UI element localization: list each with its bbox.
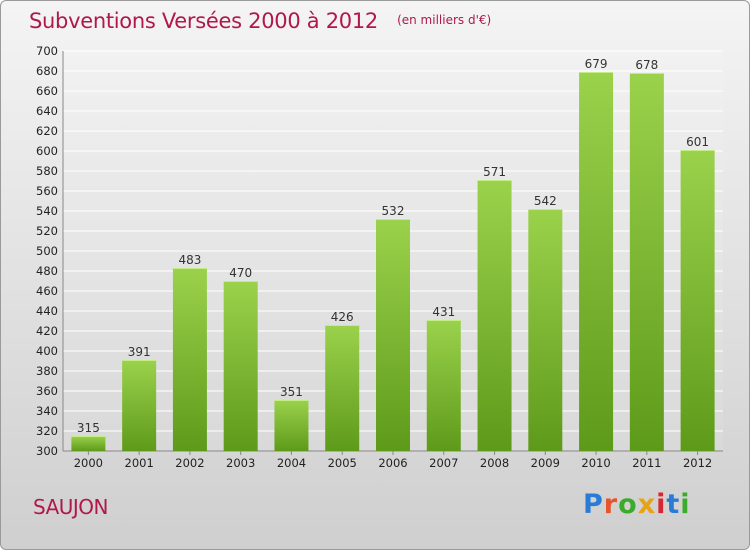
logo-letter: t <box>666 489 681 520</box>
y-tick-label: 460 <box>36 284 58 298</box>
y-tick-label: 440 <box>36 304 58 318</box>
y-tick-label: 380 <box>36 364 58 378</box>
bar <box>376 219 410 451</box>
y-tick-label: 660 <box>36 84 58 98</box>
data-label: 483 <box>178 253 201 267</box>
logo-letter: i <box>680 489 691 520</box>
logo-letter: i <box>656 489 667 520</box>
x-tick-label: 2009 <box>531 456 560 470</box>
data-label: 678 <box>635 58 658 72</box>
bar <box>579 72 614 451</box>
x-tick-label: 2002 <box>175 456 204 470</box>
data-label: 431 <box>432 305 455 319</box>
logo-letter: P <box>583 489 604 520</box>
data-label: 601 <box>686 135 709 149</box>
y-tick-label: 620 <box>36 124 58 138</box>
logo-letter: x <box>637 489 657 520</box>
y-tick-label: 420 <box>36 324 58 338</box>
bar <box>629 73 664 451</box>
data-label: 426 <box>331 310 354 324</box>
x-tick-label: 2011 <box>632 456 661 470</box>
bar <box>325 325 360 451</box>
chart-title: Subventions Versées 2000 à 2012 <box>29 9 378 33</box>
bar <box>71 436 106 451</box>
data-label: 542 <box>534 194 557 208</box>
data-label: 532 <box>382 204 405 218</box>
x-tick-label: 2008 <box>480 456 509 470</box>
x-tick-label: 2010 <box>581 456 610 470</box>
y-tick-label: 560 <box>36 184 58 198</box>
proxiti-logo: Proxiti <box>583 489 691 520</box>
data-label: 391 <box>128 345 151 359</box>
bar <box>528 209 563 451</box>
y-tick-label: 520 <box>36 224 58 238</box>
x-tick-label: 2005 <box>328 456 357 470</box>
y-tick-label: 320 <box>36 424 58 438</box>
data-label: 571 <box>483 165 506 179</box>
bar <box>680 150 715 451</box>
bar <box>477 180 512 451</box>
x-tick-label: 2000 <box>74 456 103 470</box>
bar <box>223 281 258 451</box>
logo-letter: o <box>618 489 638 520</box>
y-tick-label: 640 <box>36 104 58 118</box>
y-tick-label: 700 <box>36 44 58 58</box>
y-tick-label: 400 <box>36 344 58 358</box>
city-name: SAUJON <box>33 495 109 519</box>
y-tick-label: 580 <box>36 164 58 178</box>
x-tick-label: 2004 <box>277 456 306 470</box>
x-tick-label: 2001 <box>125 456 154 470</box>
y-tick-label: 480 <box>36 264 58 278</box>
x-tick-label: 2007 <box>429 456 458 470</box>
title-row: Subventions Versées 2000 à 2012 (en mill… <box>29 9 491 33</box>
unit-label: (en milliers d'€) <box>397 13 492 27</box>
y-tick-label: 300 <box>36 444 58 458</box>
data-label: 351 <box>280 385 303 399</box>
y-tick-label: 360 <box>36 384 58 398</box>
bar <box>122 360 157 451</box>
y-tick-label: 500 <box>36 244 58 258</box>
logo-letter: r <box>603 489 619 520</box>
bar <box>172 268 207 451</box>
data-label: 470 <box>229 266 252 280</box>
bar <box>426 320 461 451</box>
y-tick-label: 340 <box>36 404 58 418</box>
data-label: 679 <box>585 57 608 71</box>
x-tick-label: 2012 <box>683 456 712 470</box>
bar <box>274 400 309 451</box>
y-tick-label: 540 <box>36 204 58 218</box>
x-tick-label: 2006 <box>378 456 407 470</box>
y-tick-label: 680 <box>36 64 58 78</box>
data-label: 315 <box>77 421 100 435</box>
y-tick-label: 600 <box>36 144 58 158</box>
x-tick-label: 2003 <box>226 456 255 470</box>
